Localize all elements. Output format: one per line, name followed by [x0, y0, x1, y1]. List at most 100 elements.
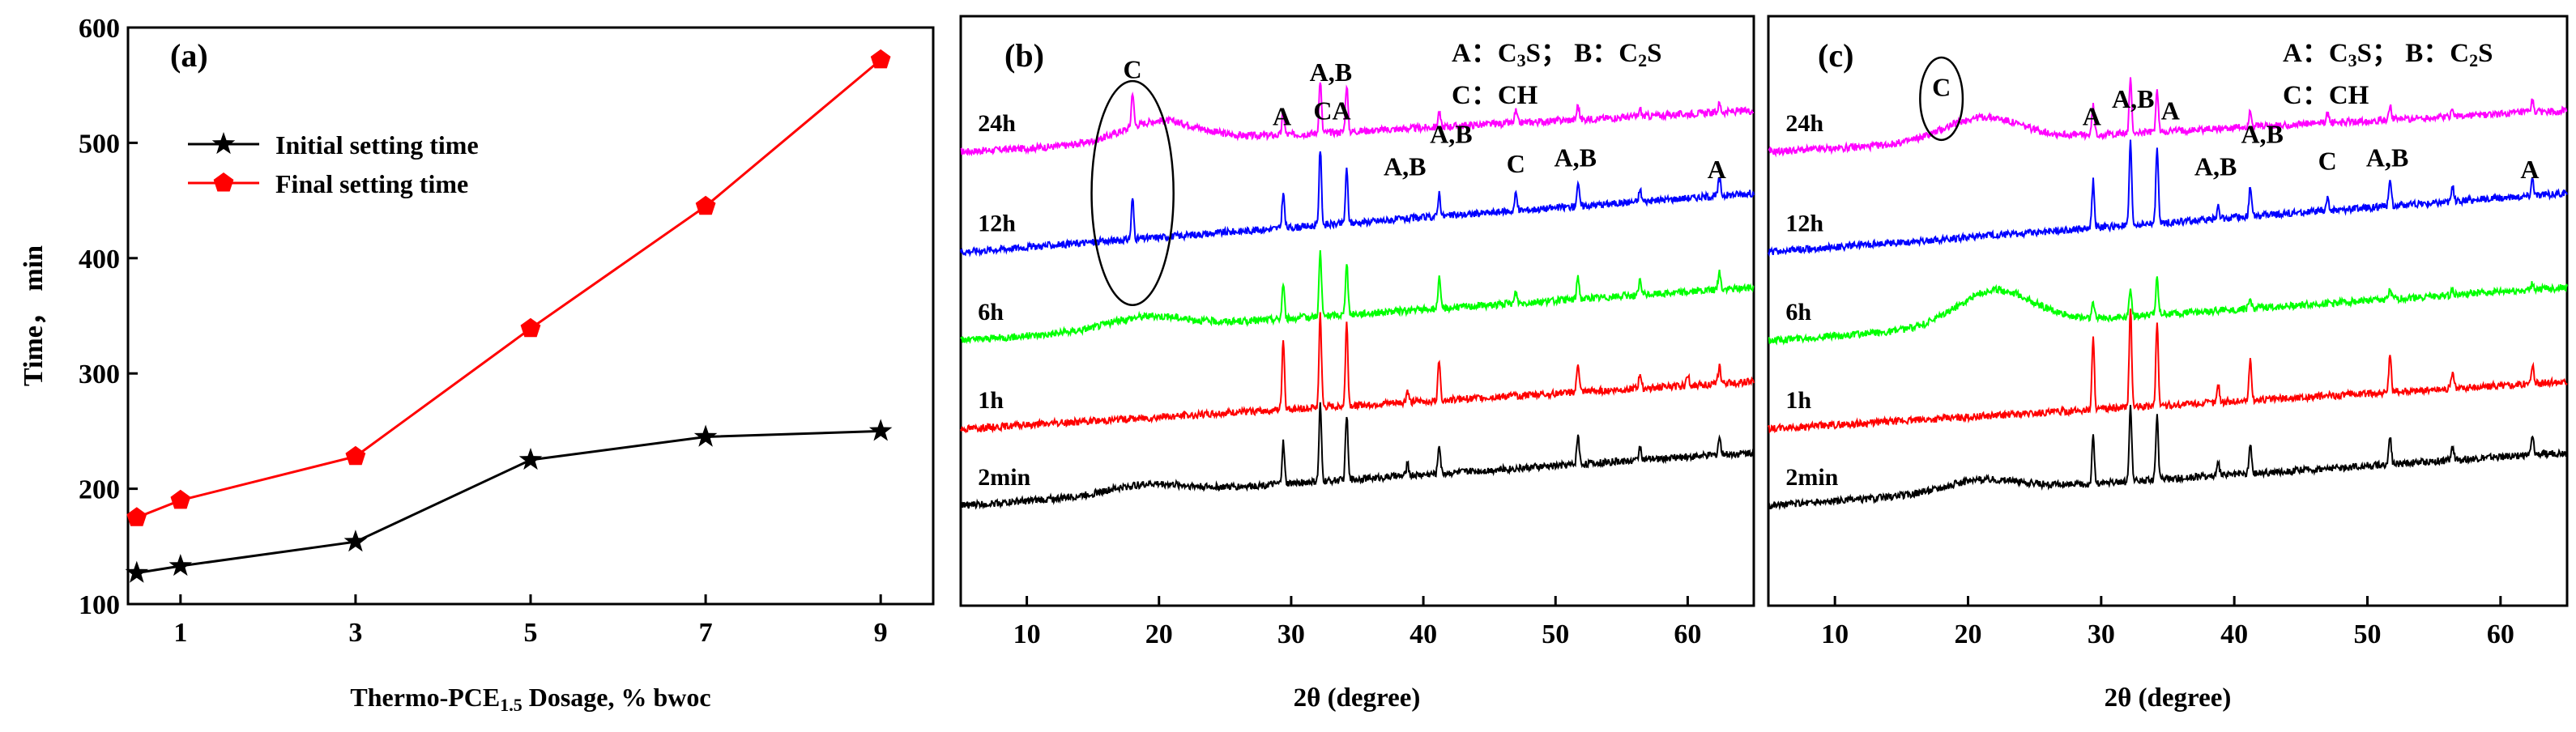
- xrd-x-tick-label: 20: [1145, 619, 1173, 649]
- panel-b-x-axis-label: 2θ (degree): [1294, 683, 1421, 713]
- xrd-series-label-6h: 6h: [978, 299, 1004, 326]
- panel-c-x-axis-label: 2θ (degree): [2105, 683, 2232, 713]
- xrd-pattern-24h: [960, 82, 1754, 157]
- panel-b-legend-sub2: 2: [1638, 50, 1647, 70]
- xrd-series-label-24h: 24h: [978, 110, 1016, 137]
- xrd-x-tick-label: 30: [1277, 619, 1305, 649]
- panel-a-point-final: [520, 317, 541, 338]
- legend-initial-star-marker: [211, 132, 236, 155]
- xrd-peak-annotation: C: [2318, 146, 2337, 175]
- panel-b-legend-line2: C：CH: [1452, 81, 1538, 110]
- panel-a-point-initial: [518, 448, 543, 470]
- panel-c-legend-s: S: [2478, 39, 2493, 68]
- panel-a-x-axis-label: Thermo-PCE1.5 Dosage, % bwoc: [350, 683, 710, 715]
- xrd-x-tick-label: 10: [1821, 619, 1849, 649]
- xrd-peak-annotation: A: [1708, 155, 1726, 184]
- xrd-peak-annotation: C: [1507, 149, 1525, 178]
- xrd-pattern-12h: [960, 151, 1755, 257]
- panel-a-y-tick-label: 200: [79, 475, 120, 505]
- xrd-series-label-6h: 6h: [1785, 299, 1811, 326]
- xrd-peak-annotation: A,B: [2241, 120, 2283, 149]
- panel-b-legend-s: S: [1647, 39, 1661, 68]
- xrd-series-label-12h: 12h: [1785, 211, 1823, 237]
- legend-final-label: Final setting time: [275, 169, 468, 198]
- panel-a-x-tick-label: 5: [524, 618, 538, 648]
- xrd-pattern-2min: [960, 402, 1755, 510]
- panel-b-frame: [959, 15, 1755, 607]
- panel-a-point-final: [695, 195, 716, 215]
- panel-c-legend-line2: C：CH: [2283, 81, 2369, 110]
- panel-a-y-tick-label: 300: [79, 360, 120, 389]
- xrd-peak-annotation: A,B: [1384, 152, 1426, 181]
- xrd-series-label-1h: 1h: [1785, 387, 1811, 414]
- xrd-pattern-1h: [960, 312, 1755, 434]
- panel-b-label: (b): [1004, 37, 1044, 74]
- xrd-peak-annotation: A: [2161, 96, 2180, 125]
- xrd-peak-annotation: A: [1273, 102, 1291, 131]
- xrd-x-tick-label: 30: [2088, 619, 2115, 649]
- panel-a-setting-time-chart: (a) Time， min Thermo-PCE1.5 Dosage, % bw…: [19, 14, 935, 715]
- panel-a-y-tick-label: 500: [79, 129, 120, 159]
- xrd-pattern-1h: [1768, 309, 2568, 434]
- xrd-x-tick-label: 40: [1410, 619, 1437, 649]
- panel-a-label: (a): [170, 37, 208, 74]
- panel-c-ticks: 10 20 30 40 50 60: [1821, 596, 2514, 649]
- panel-a-x-tick-label: 1: [173, 618, 187, 648]
- panel-c-label: (c): [1818, 37, 1853, 74]
- panel-c-legend-sub3: 3: [2348, 50, 2357, 70]
- panel-a-ticks: 1 3 5 7 9 100 200 300 400 500 600: [79, 14, 888, 648]
- panel-a-point-initial: [168, 554, 193, 577]
- panel-a-series-line-initial: [136, 429, 881, 575]
- xrd-x-tick-label: 50: [1542, 619, 1569, 649]
- panel-b-series: 24h 12h 6h 1h 2min: [960, 82, 1755, 510]
- xrd-peak-annotation: A: [2520, 155, 2539, 184]
- panel-c-legend-b: S； B：C: [2357, 39, 2469, 68]
- legend-final-pentagon-marker: [213, 172, 234, 192]
- xrd-x-tick-label: 10: [1013, 619, 1041, 649]
- xrd-ch-highlight-ellipse: [1919, 56, 1964, 142]
- panel-b-legend-b: S； B：C: [1526, 39, 1638, 68]
- panel-a-x-label-part1: Thermo-PCE: [350, 683, 500, 712]
- xrd-peak-annotation: A,B: [1430, 120, 1472, 149]
- panel-a-x-label-sub: 1.5: [500, 695, 522, 715]
- panel-a-y-tick-label: 400: [79, 245, 120, 274]
- xrd-peak-annotation: A,B: [1310, 57, 1352, 87]
- xrd-x-tick-label: 20: [1955, 619, 1982, 649]
- panel-a-point-final: [345, 445, 366, 466]
- panel-a-point-initial: [125, 560, 149, 583]
- xrd-pattern-24h: [1768, 77, 2568, 158]
- panel-b-legend-a: A：C: [1452, 39, 1517, 68]
- panel-a-x-tick-label: 3: [348, 618, 362, 648]
- xrd-series-label-1h: 1h: [978, 387, 1004, 414]
- panel-b-legend-sub3: 3: [1517, 50, 1526, 70]
- xrd-peak-annotation: C: [1124, 54, 1142, 83]
- xrd-series-label-2min: 2min: [978, 464, 1030, 491]
- xrd-series-label-2min: 2min: [1785, 464, 1838, 491]
- xrd-series-label-12h: 12h: [978, 211, 1016, 237]
- xrd-x-tick-label: 60: [1674, 619, 1701, 649]
- panel-a-point-final: [126, 507, 147, 526]
- panel-a-series-line-final: [136, 58, 882, 519]
- panel-c-legend-line1: A：C3S； B：C2S: [2283, 39, 2493, 70]
- xrd-pattern-6h: [960, 250, 1755, 344]
- panel-a-legend: Initial setting time Final setting time: [188, 130, 479, 198]
- legend-initial-label: Initial setting time: [275, 130, 479, 160]
- panel-a-point-initial: [343, 530, 368, 552]
- xrd-x-tick-label: 50: [2354, 619, 2382, 649]
- xrd-peak-annotation: A,B: [2194, 152, 2237, 181]
- xrd-peak-annotation: CA: [1313, 96, 1350, 125]
- xrd-x-tick-label: 40: [2220, 619, 2248, 649]
- panel-a-point-final: [870, 49, 891, 69]
- xrd-peak-annotation: A: [2083, 102, 2101, 131]
- xrd-series-label-24h: 24h: [1785, 110, 1823, 137]
- panel-b-ticks: 10 20 30 40 50 60: [1013, 596, 1701, 649]
- panel-c-annotations: CAA,B AA,BA,BC A,B A: [1919, 56, 2540, 184]
- panel-a-point-final: [170, 489, 191, 509]
- xrd-x-tick-label: 60: [2487, 619, 2514, 649]
- panel-a-point-initial: [868, 419, 893, 441]
- panel-a-series: [125, 49, 893, 583]
- panel-a-x-tick-label: 7: [699, 618, 713, 648]
- panel-a-x-tick-label: 9: [874, 618, 888, 648]
- xrd-peak-annotation: A,B: [2112, 84, 2154, 113]
